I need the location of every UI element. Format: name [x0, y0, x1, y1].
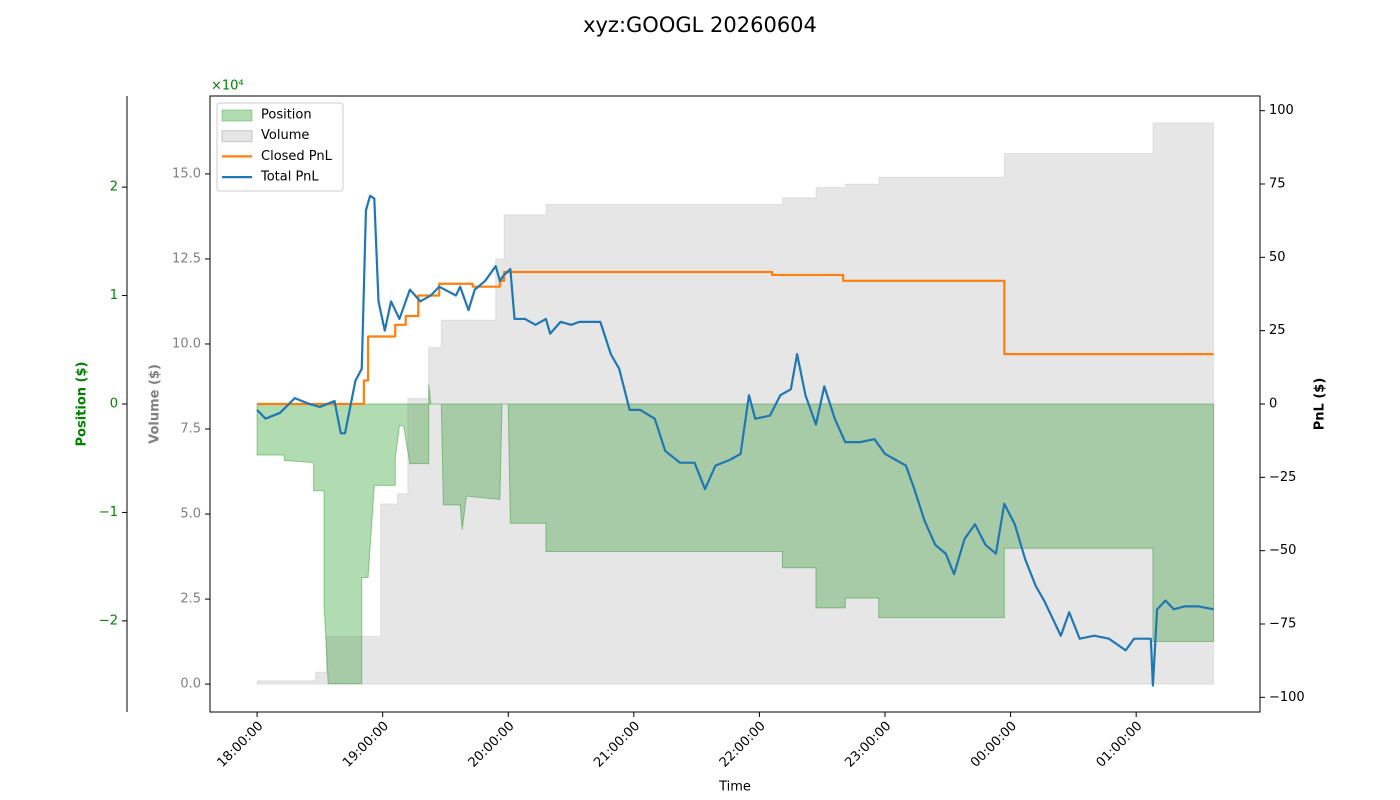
tick-label: −50	[1269, 543, 1296, 558]
x-tick-label: 21:00:00	[591, 719, 643, 771]
position-offset-label: ×10⁴	[211, 79, 244, 94]
legend-swatch	[221, 130, 253, 143]
legend-label: Position	[261, 108, 312, 123]
x-tick-label: 20:00:00	[466, 719, 518, 771]
position-axis-label: Position ($)	[75, 362, 90, 447]
tick-label: 0	[110, 397, 118, 412]
x-tick-label: 00:00:00	[968, 719, 1020, 771]
legend-swatch	[221, 109, 253, 122]
tick-label: 0.0	[180, 677, 201, 692]
tick-label: −25	[1269, 470, 1296, 485]
chart-title: xyz:GOOGL 20260604	[583, 13, 817, 37]
x-tick-label: 01:00:00	[1094, 719, 1146, 771]
x-tick-label: 23:00:00	[842, 719, 894, 771]
tick-label: −1	[99, 505, 118, 520]
tick-label: 7.5	[180, 422, 201, 437]
tick-label: 10.0	[172, 336, 201, 351]
legend-label: Volume	[261, 128, 309, 143]
tick-label: −100	[1269, 690, 1305, 705]
tick-label: 5.0	[180, 507, 201, 522]
area	[256, 122, 1215, 685]
tick-label: 25	[1269, 323, 1286, 338]
tick-label: 2	[110, 180, 118, 195]
tick-label: 100	[1269, 103, 1294, 118]
volume-axis-label: Volume ($)	[148, 364, 163, 444]
x-tick-label: 18:00:00	[215, 719, 267, 771]
legend-label: Closed PnL	[261, 149, 333, 164]
x-axis-label: Time	[718, 780, 751, 795]
legend-box	[216, 102, 344, 192]
tick-label: −75	[1269, 617, 1296, 632]
tick-label: 75	[1269, 177, 1286, 192]
tick-label: 12.5	[172, 251, 201, 266]
x-tick-label: 19:00:00	[340, 719, 392, 771]
x-tick-label: 22:00:00	[717, 719, 769, 771]
tick-label: 15.0	[172, 166, 201, 181]
tick-label: 0	[1269, 397, 1277, 412]
line	[257, 270, 1214, 406]
tick-label: 1	[110, 288, 118, 303]
tick-label: 50	[1269, 250, 1286, 265]
tick-label: −2	[99, 613, 118, 628]
legend-label: Total PnL	[260, 170, 319, 185]
pnl-axis-label: PnL ($)	[1313, 378, 1328, 431]
tick-label: 2.5	[180, 592, 201, 607]
area	[256, 384, 1215, 685]
line	[256, 194, 1214, 687]
